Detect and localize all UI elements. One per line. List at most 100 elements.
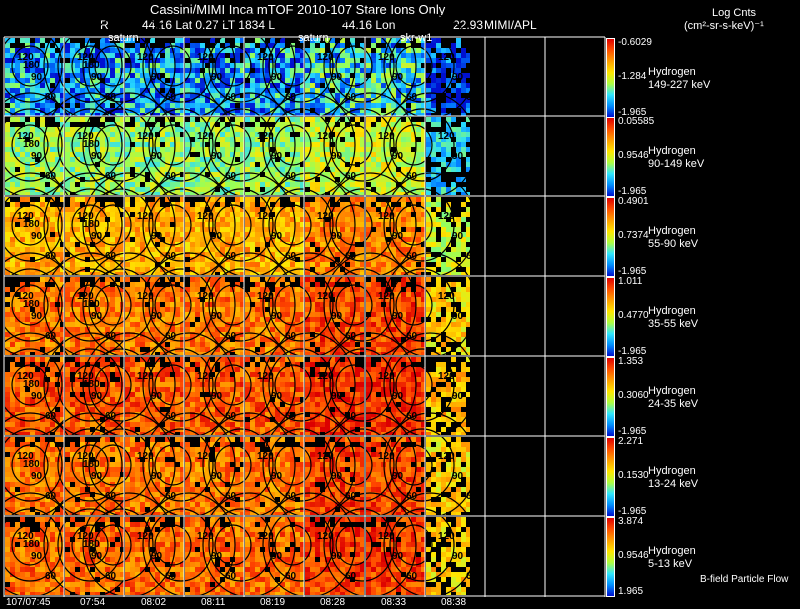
- heatmap-panel: [125, 437, 184, 515]
- contour-label: 120: [378, 451, 395, 462]
- contour-label: 120: [17, 52, 34, 63]
- contour-line: [395, 284, 433, 326]
- contour-label: 90: [331, 231, 343, 242]
- contour-label: 90: [151, 551, 163, 562]
- contour-line: [71, 364, 109, 406]
- contour-label: 90: [392, 471, 404, 482]
- contour-line: [329, 428, 395, 502]
- heatmap-panel: [426, 117, 470, 195]
- contour-line: [268, 188, 334, 262]
- contour-line: [335, 364, 373, 406]
- species-label: Hydrogen: [648, 385, 696, 397]
- contour-label: 120: [137, 531, 154, 542]
- contour-label: 120: [77, 131, 94, 142]
- contour-line: [208, 29, 274, 103]
- contour-line: [323, 332, 417, 438]
- contour-label: 60: [345, 171, 357, 182]
- contour-line: [395, 204, 433, 246]
- colorbar-max: 1.011: [618, 276, 643, 287]
- contour-line: [262, 92, 356, 198]
- contour-line: [154, 444, 192, 486]
- header-line1: Cassini/MIMI Inca mTOF 2010-107 Stare Io…: [150, 2, 446, 17]
- contour-label: 180: [23, 60, 40, 71]
- contour-label: 120: [317, 291, 334, 302]
- contour-label: 120: [438, 531, 455, 542]
- time-tick-label: 08:19: [260, 597, 286, 608]
- contour-line: [389, 348, 455, 422]
- contour-line: [71, 444, 109, 486]
- contour-line: [268, 428, 334, 502]
- contour-label: 120: [378, 291, 395, 302]
- contour-line: [323, 172, 417, 278]
- contour-line: [214, 124, 252, 166]
- contour-label: 90: [271, 471, 283, 482]
- contour-line: [94, 364, 132, 406]
- contour-line: [208, 108, 274, 182]
- contour-line: [88, 108, 154, 182]
- colorbar-max: 0.4901: [618, 196, 649, 207]
- contour-label: 120: [438, 451, 455, 462]
- heatmap-panel: [426, 277, 470, 355]
- contour-label: 120: [17, 211, 34, 222]
- colorbar-min: -1.965: [618, 426, 647, 437]
- contour-line: [88, 428, 154, 502]
- time-tick-label: 08:11: [201, 597, 226, 608]
- contour-label: 90: [452, 72, 464, 83]
- heatmap-panel: [426, 517, 470, 595]
- contour-label: 120: [17, 531, 34, 542]
- contour-label: 90: [452, 391, 464, 402]
- colorbar-mid: 0.9546: [618, 550, 649, 561]
- contour-label: 120: [317, 211, 334, 222]
- contour-label: 180: [23, 299, 40, 310]
- colorbar: [606, 517, 615, 597]
- heatmap-panel: [426, 357, 470, 435]
- contour-line: [268, 268, 334, 342]
- contour-label: 180: [83, 459, 100, 470]
- contour-label: 90: [151, 311, 163, 322]
- contour-label: 90: [91, 551, 103, 562]
- contour-label: 60: [406, 571, 418, 582]
- heatmap-panel: [5, 38, 64, 116]
- contour-line: [11, 284, 49, 326]
- contour-line: [0, 29, 63, 103]
- contour-line: [329, 268, 395, 342]
- colorbar-min: 1.965: [618, 586, 644, 597]
- contour-label: 180: [83, 139, 100, 150]
- heatmap-panel: [426, 197, 470, 275]
- contour-label: 90: [211, 551, 223, 562]
- contour-line: [142, 332, 236, 438]
- contour-label: 90: [31, 311, 43, 322]
- contour-line: [335, 524, 373, 566]
- time-tick-label: 08:33: [381, 597, 407, 608]
- contour-label: 180: [83, 60, 100, 71]
- contour-label: 90: [271, 72, 283, 83]
- contour-label: 120: [77, 451, 94, 462]
- time-tick-label: 107/07:45: [6, 597, 51, 608]
- contour-label: 120: [17, 291, 34, 302]
- contour-line: [214, 524, 252, 566]
- contour-label: 90: [331, 311, 343, 322]
- contour-label: 120: [438, 131, 455, 142]
- energy-label: 5-13 keV: [648, 558, 693, 570]
- contour-line: [214, 284, 252, 326]
- contour-line: [57, 268, 123, 342]
- contour-label: 90: [151, 231, 163, 242]
- contour-line: [274, 364, 312, 406]
- contour-label: 120: [378, 131, 395, 142]
- contour-label: 90: [452, 311, 464, 322]
- contour-label: 90: [31, 72, 43, 83]
- contour-line: [262, 492, 356, 598]
- contour-label: 60: [285, 571, 297, 582]
- colorbar-min: -1.965: [618, 186, 647, 197]
- colorbar-units: (cm²-sr-s-keV)⁻¹: [684, 20, 764, 32]
- contour-line: [94, 45, 132, 87]
- energy-label: 24-35 keV: [648, 398, 699, 410]
- species-label: Hydrogen: [648, 305, 696, 317]
- time-tick-label: 08:38: [441, 597, 467, 608]
- contour-label: 120: [77, 371, 94, 382]
- contour-label: 90: [151, 471, 163, 482]
- species-label: Hydrogen: [648, 66, 696, 78]
- contour-label: 120: [317, 451, 334, 462]
- contour-line: [154, 524, 192, 566]
- colorbar-max: 1.353: [618, 356, 644, 367]
